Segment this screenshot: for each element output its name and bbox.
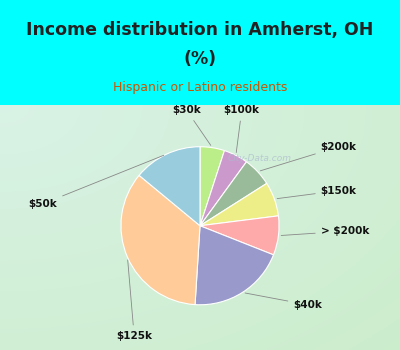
Wedge shape	[200, 150, 246, 226]
Wedge shape	[200, 216, 279, 255]
Text: $200k: $200k	[260, 142, 357, 171]
Text: > $200k: > $200k	[281, 226, 369, 236]
Wedge shape	[200, 162, 267, 226]
Wedge shape	[195, 226, 274, 305]
Text: $40k: $40k	[245, 293, 322, 310]
Wedge shape	[139, 147, 200, 226]
Text: $30k: $30k	[172, 105, 211, 145]
Text: $100k: $100k	[224, 105, 260, 153]
Text: $50k: $50k	[28, 155, 164, 209]
Text: $150k: $150k	[277, 186, 357, 198]
Wedge shape	[121, 175, 200, 304]
Wedge shape	[200, 147, 224, 226]
Text: $125k: $125k	[116, 260, 152, 341]
Text: Hispanic or Latino residents: Hispanic or Latino residents	[113, 82, 287, 95]
Wedge shape	[200, 183, 278, 226]
Text: City-Data.com: City-Data.com	[227, 154, 291, 163]
Text: Income distribution in Amherst, OH: Income distribution in Amherst, OH	[26, 21, 374, 39]
Text: (%): (%)	[184, 50, 216, 68]
